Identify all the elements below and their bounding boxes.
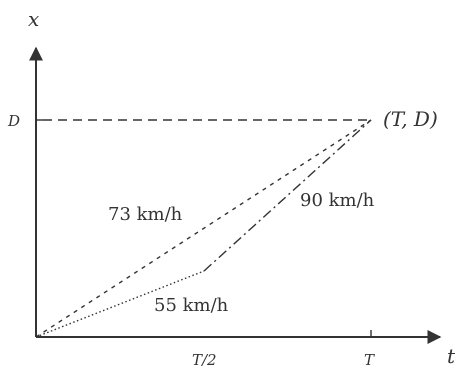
horizontal-axis-label: t bbox=[447, 344, 456, 366]
average-speed-line bbox=[35, 119, 372, 338]
tick-label-D: D bbox=[7, 112, 20, 130]
vertical-axis-label: x bbox=[28, 7, 39, 31]
tick-label-T-half: T/2 bbox=[192, 351, 217, 366]
second-half-speed-label: 90 km/h bbox=[300, 190, 375, 211]
endpoint-label: (T, D) bbox=[383, 107, 438, 131]
first-half-speed-label: 55 km/h bbox=[154, 295, 229, 316]
second-half-line bbox=[203, 119, 372, 272]
tick-label-T: T bbox=[364, 351, 375, 366]
average-speed-label: 73 km/h bbox=[108, 204, 183, 225]
